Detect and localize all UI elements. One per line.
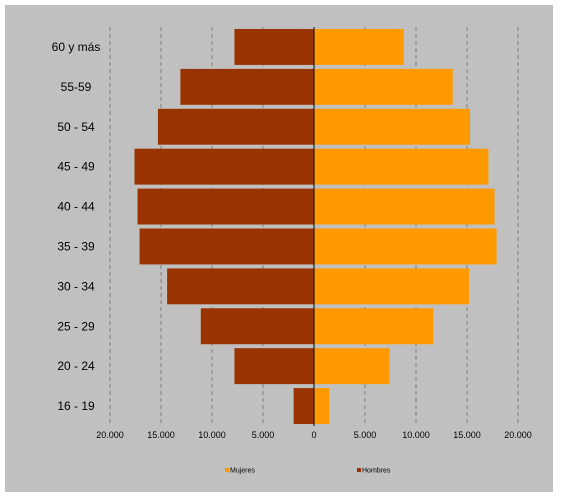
category-label: 50 - 54 bbox=[57, 120, 95, 134]
category-label: 16 - 19 bbox=[57, 399, 95, 413]
bar-mujeres bbox=[314, 388, 330, 425]
x-tick-label: 20.000 bbox=[96, 430, 124, 440]
bar-mujeres bbox=[314, 188, 495, 225]
bar-mujeres bbox=[314, 108, 471, 145]
category-label: 60 y más bbox=[52, 40, 101, 54]
category-label: 45 - 49 bbox=[57, 160, 95, 174]
category-label: 30 - 34 bbox=[57, 279, 95, 293]
bar-mujeres bbox=[314, 148, 489, 185]
x-tick-label: 20.000 bbox=[504, 430, 532, 440]
legend-swatch-hombres bbox=[357, 468, 361, 472]
x-tick-label: 15.000 bbox=[147, 430, 175, 440]
bar-mujeres bbox=[314, 348, 390, 385]
x-tick-label: 5.000 bbox=[252, 430, 275, 440]
category-label: 35 - 39 bbox=[57, 239, 95, 253]
category-label: 40 - 44 bbox=[57, 200, 95, 214]
category-label: 20 - 24 bbox=[57, 359, 95, 373]
legend-swatch-mujeres bbox=[225, 468, 229, 472]
x-tick-label: 5.000 bbox=[354, 430, 377, 440]
legend-label-hombres: Hombres bbox=[362, 468, 391, 475]
x-tick-label: 15.000 bbox=[453, 430, 481, 440]
legend-label-mujeres: Mujeres bbox=[230, 468, 255, 475]
bar-mujeres bbox=[314, 28, 404, 65]
bar-hombres bbox=[293, 388, 314, 425]
category-label: 55-59 bbox=[61, 80, 92, 94]
bar-hombres bbox=[137, 188, 314, 225]
category-labels: 60 y más 55-59 50 - 54 45 - 49 40 - 44 35 - 3… bbox=[52, 40, 101, 413]
x-tick-label: 10.000 bbox=[402, 430, 430, 440]
bar-mujeres bbox=[314, 308, 434, 345]
bar-hombres bbox=[180, 68, 314, 105]
bar-mujeres bbox=[314, 228, 497, 265]
bar-mujeres bbox=[314, 268, 470, 305]
bar-hombres bbox=[200, 308, 314, 345]
bar-hombres bbox=[134, 148, 314, 185]
bar-hombres bbox=[157, 108, 314, 145]
x-axis-tick-labels: 20.000 15.000 10.000 5.000 0 5.000 10.000 15.00… bbox=[96, 430, 532, 440]
bars bbox=[134, 28, 497, 425]
category-label: 25 - 29 bbox=[57, 319, 95, 333]
bar-hombres bbox=[234, 28, 314, 65]
bar-hombres bbox=[167, 268, 314, 305]
bar-hombres bbox=[139, 228, 314, 265]
x-tick-label: 0 bbox=[311, 430, 316, 440]
bar-mujeres bbox=[314, 68, 453, 105]
legend: Mujeres Hombres bbox=[225, 468, 391, 475]
bar-hombres bbox=[234, 348, 314, 385]
x-tick-label: 10.000 bbox=[198, 430, 226, 440]
